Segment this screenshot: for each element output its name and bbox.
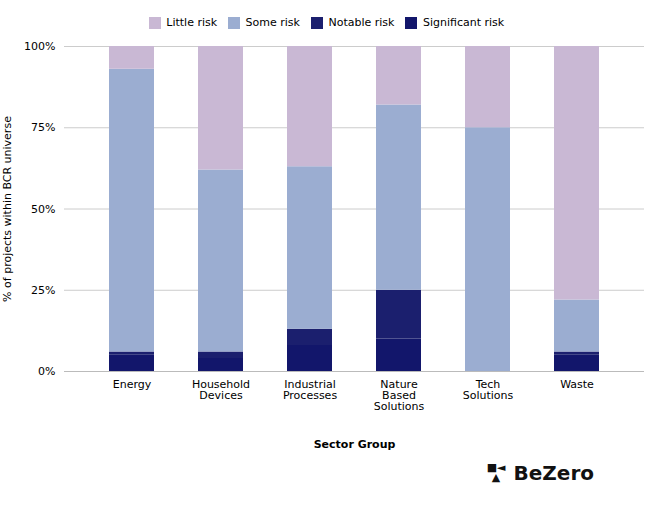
svg-text:NatureBasedSolutions: NatureBasedSolutions: [374, 378, 425, 413]
svg-text:25%: 25%: [31, 284, 55, 297]
html-text:Some risk: Some risk: [245, 16, 300, 29]
html-text:BeZero: BeZero: [513, 461, 594, 485]
svg-text:Sector Group: Sector Group: [314, 438, 396, 451]
svg-text:0%: 0%: [38, 365, 55, 378]
svg-text:% of projects within BCR unive: % of projects within BCR universe: [1, 116, 14, 302]
svg-text:100%: 100%: [24, 40, 55, 53]
html-text:Little risk: Little risk: [166, 16, 218, 29]
svg-text:Waste: Waste: [560, 378, 594, 391]
svg-text:TechSolutions: TechSolutions: [463, 378, 514, 402]
html-text:Significant risk: Significant risk: [423, 16, 505, 29]
svg-text:HouseholdDevices: HouseholdDevices: [192, 378, 250, 402]
html-text:Notable risk: Notable risk: [328, 16, 395, 29]
svg-text:Energy: Energy: [113, 378, 152, 391]
svg-text:IndustrialProcesses: IndustrialProcesses: [283, 378, 337, 402]
svg-text:75%: 75%: [31, 121, 55, 134]
svg-text:50%: 50%: [31, 203, 55, 216]
